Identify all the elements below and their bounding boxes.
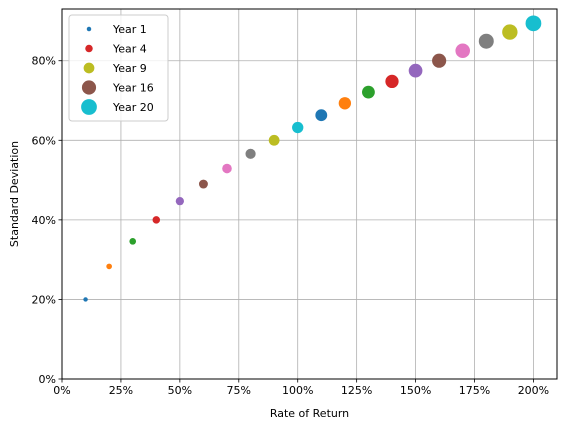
data-point-year-13 — [362, 85, 375, 99]
data-point-year-11 — [315, 109, 328, 122]
data-point-year-16 — [432, 53, 447, 68]
y-tick-label: 80% — [32, 55, 56, 68]
y-tick-label: 40% — [32, 214, 56, 227]
legend-label: Year 16 — [112, 82, 154, 95]
data-point-year-10 — [292, 121, 304, 134]
legend-label: Year 9 — [112, 62, 147, 75]
data-point-year-17 — [455, 43, 470, 59]
data-point-year-12 — [338, 97, 352, 110]
data-point-year-1 — [83, 297, 88, 302]
x-tick-label: 200% — [518, 384, 549, 397]
data-point-year-4 — [152, 216, 161, 224]
x-tick-label: 50% — [168, 384, 192, 397]
x-tick-label: 0% — [53, 384, 70, 397]
legend-marker — [85, 44, 93, 53]
data-point-year-19 — [502, 24, 518, 40]
y-tick-label: 0% — [39, 373, 56, 386]
x-tick-label: 100% — [282, 384, 313, 397]
legend: Year 1 Year 4 Year 9 Year 16 Year 20 — [68, 14, 169, 122]
legend-box — [68, 14, 169, 122]
data-point-year-2 — [106, 263, 112, 270]
x-tick-label: 75% — [227, 384, 251, 397]
data-point-year-9 — [268, 134, 280, 146]
y-axis-label: Standard Deviation — [8, 141, 21, 247]
data-point-year-6 — [198, 179, 208, 189]
data-point-year-8 — [245, 148, 256, 159]
axis-ticks: 0% 25% 50% 75% 100% 125% 150% 175% 200% 0% 20% 40% 6… — [32, 55, 550, 397]
x-tick-label: 150% — [400, 384, 431, 397]
x-tick-label: 25% — [109, 384, 133, 397]
y-tick-label: 20% — [32, 293, 56, 306]
data-points — [83, 15, 542, 302]
legend-label: Year 20 — [112, 101, 154, 114]
x-axis-label: Rate of Return — [270, 407, 349, 420]
data-point-year-18 — [478, 33, 494, 49]
legend-label: Year 1 — [112, 23, 147, 36]
data-point-year-3 — [129, 238, 137, 245]
y-tick-label: 60% — [32, 134, 56, 147]
legend-marker — [81, 80, 97, 95]
legend-marker — [86, 26, 92, 32]
data-point-year-5 — [175, 197, 184, 206]
data-point-year-7 — [222, 163, 232, 174]
x-tick-label: 125% — [341, 384, 372, 397]
data-point-year-14 — [385, 74, 399, 89]
legend-label: Year 4 — [112, 43, 147, 56]
plot-frame — [61, 8, 558, 380]
data-point-year-15 — [408, 63, 423, 78]
legend-marker — [81, 99, 97, 115]
data-point-year-20 — [525, 15, 542, 32]
x-tick-label: 175% — [459, 384, 490, 397]
legend-marker — [83, 62, 95, 74]
